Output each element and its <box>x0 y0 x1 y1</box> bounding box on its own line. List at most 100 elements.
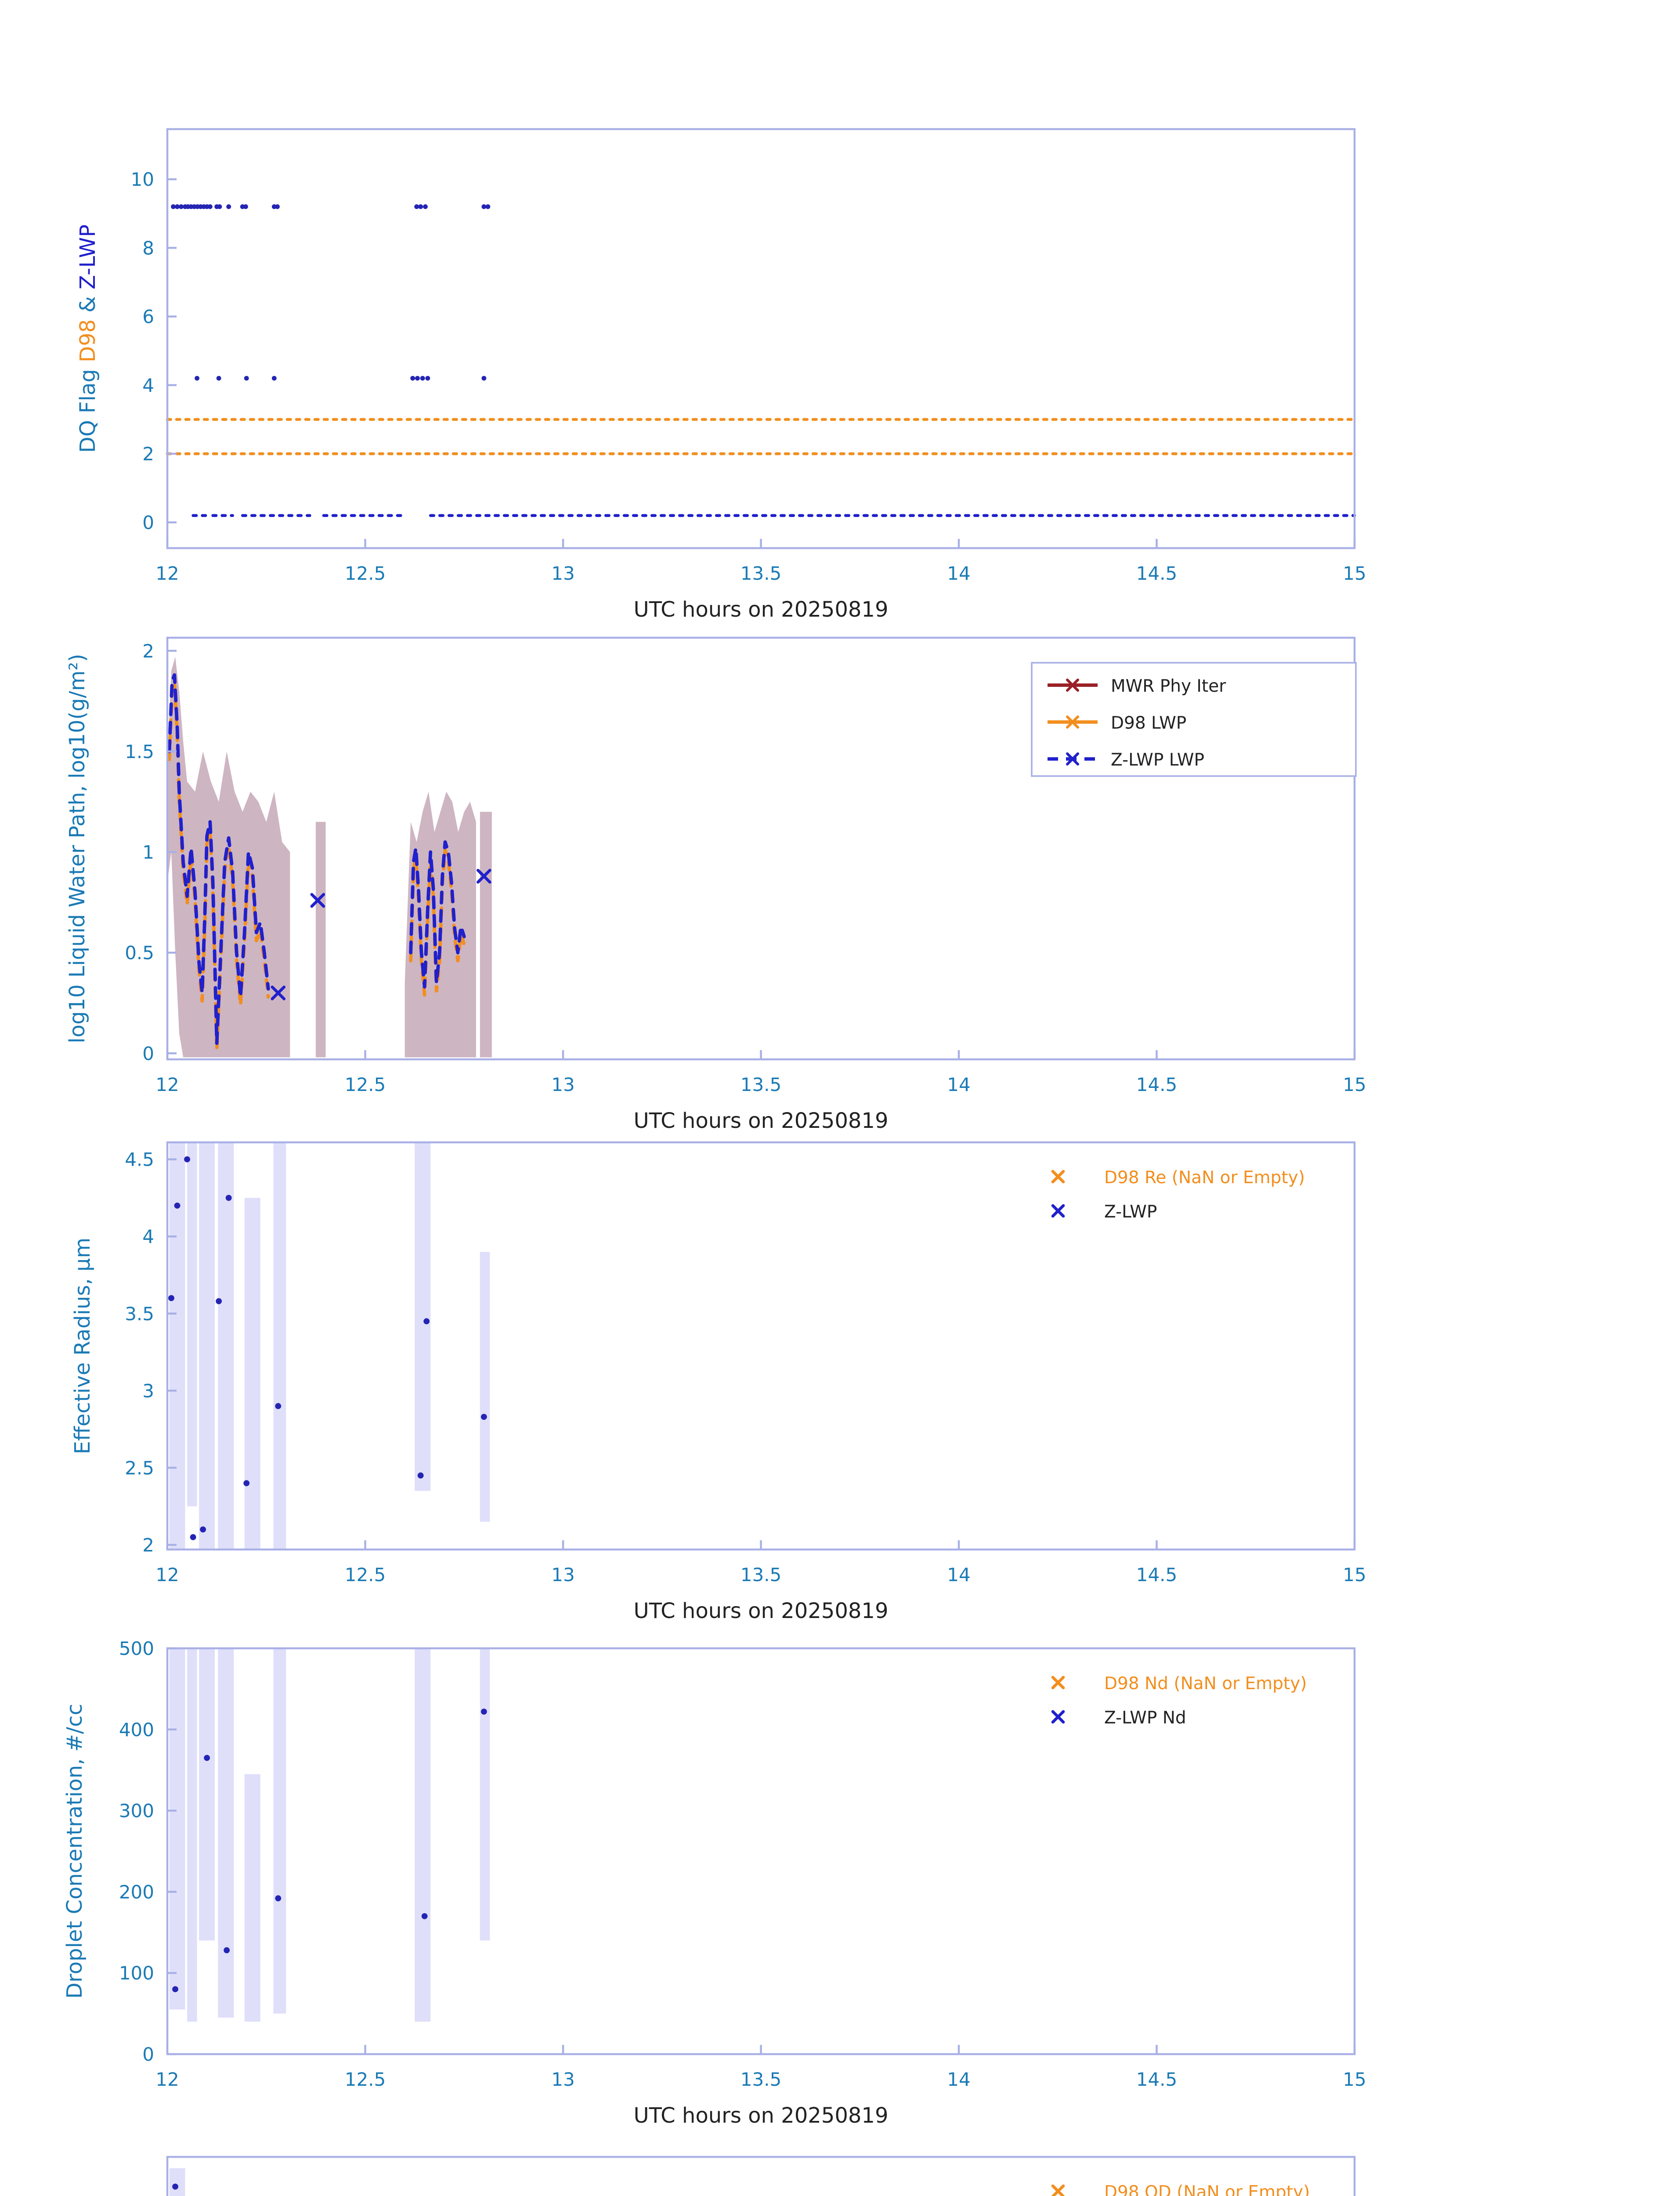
y-tick-label: 4 <box>142 375 154 396</box>
effective-radius-panel: 12 12.5 13 13.5 14 14.5 15 2 2.5 3 3.5 4 4.5 UTC hour… <box>70 1141 1366 1623</box>
x-tick-label: 14.5 <box>1136 1564 1178 1586</box>
flag-dot <box>175 204 180 209</box>
data-point <box>417 1472 424 1479</box>
legend-x-marker <box>1051 1710 1065 1724</box>
x-tick-label: 12.5 <box>345 1564 386 1586</box>
flag-dot <box>271 376 277 381</box>
legend-label: Z-LWP Nd <box>1104 1708 1186 1728</box>
x-axis-label: UTC hours on 20250819 <box>634 597 889 622</box>
legend-label: D98 Re (NaN or Empty) <box>1104 1168 1305 1188</box>
y-tick-label: 300 <box>119 1800 154 1822</box>
x-tick-label: 15 <box>1343 1074 1366 1095</box>
x-tick-label: 13.5 <box>741 1564 782 1586</box>
x-tick-label: 13.5 <box>741 563 782 584</box>
legend-x-marker <box>1051 1204 1065 1218</box>
x-tick-label: 13 <box>551 1074 574 1095</box>
x-axis-label: UTC hours on 20250819 <box>634 1109 889 1133</box>
series-line <box>167 673 270 1045</box>
uncertainty-band <box>480 812 492 1058</box>
series-x-marker <box>271 985 286 1000</box>
uncertainty-band <box>187 1142 197 1506</box>
x-tick-label: 14.5 <box>1136 1074 1178 1095</box>
legend-label: MWR Phy Iter <box>1111 676 1226 696</box>
y-tick-label: 2 <box>142 640 154 662</box>
y-tick-label: 4 <box>142 1226 154 1247</box>
data-point <box>172 1986 178 1993</box>
legend-x-marker <box>1051 1170 1065 1184</box>
x-tick-label: 12 <box>155 1564 179 1586</box>
x-tick-label: 12 <box>155 1074 179 1095</box>
x-tick-label: 15 <box>1343 2069 1366 2090</box>
legend-label: D98 OD (NaN or Empty) <box>1104 2182 1310 2196</box>
y-tick-label: 0 <box>142 2044 154 2065</box>
series-line <box>409 840 466 989</box>
flag-dot <box>425 376 430 381</box>
data-point <box>190 1534 196 1540</box>
legend-label: Z-LWP LWP <box>1111 750 1204 770</box>
legend-box <box>1031 662 1357 777</box>
y-tick-label: 8 <box>142 237 154 259</box>
flag-dot <box>275 204 280 209</box>
y-tick-label: 100 <box>119 1962 154 1984</box>
flag-dot <box>195 376 199 381</box>
legend-x-marker <box>1066 679 1079 692</box>
x-tick-label: 12.5 <box>345 2069 386 2090</box>
axes-box <box>166 2156 1356 2196</box>
legend-x-marker <box>1066 752 1079 766</box>
x-axis-label: UTC hours on 20250819 <box>634 2103 889 2128</box>
data-point <box>224 1947 230 1954</box>
x-tick-label: 14.5 <box>1136 2069 1178 2090</box>
uncertainty-band <box>273 1142 286 1549</box>
uncertainty-band <box>244 1774 260 2022</box>
data-point <box>481 1414 487 1420</box>
y-tick-label: 4.5 <box>125 1149 154 1170</box>
y-axis-label: Effective Radius, µm <box>70 1238 95 1454</box>
legend-label: D98 LWP <box>1111 713 1186 733</box>
data-point <box>275 1403 282 1409</box>
x-tick-label: 15 <box>1343 1564 1366 1586</box>
axes-box <box>166 128 1356 549</box>
x-tick-label: 13.5 <box>741 1074 782 1095</box>
x-tick-label: 12.5 <box>345 1074 386 1095</box>
lwp-panel: 12 12.5 13 13.5 14 14.5 15 0 0.5 1 1.5 2 UTC hours o… <box>65 636 1366 1133</box>
x-tick-label: 14 <box>947 2069 970 2090</box>
y-tick-label: 0 <box>142 512 154 533</box>
y-tick-label: 0.5 <box>125 942 154 964</box>
uncertainty-band <box>480 1252 490 1522</box>
x-tick-label: 12.5 <box>345 563 386 584</box>
flag-dot <box>481 376 487 381</box>
legend-x-marker <box>1051 1676 1065 1690</box>
flag-dot <box>415 376 420 381</box>
x-tick-label: 14 <box>947 1074 970 1095</box>
series-x-marker <box>477 869 491 884</box>
data-point <box>200 1526 206 1533</box>
x-tick-label: 14.5 <box>1136 563 1178 584</box>
flag-dot <box>207 204 213 209</box>
uncertainty-band <box>169 1648 185 2010</box>
data-point <box>275 1895 282 1902</box>
flag-dot <box>243 204 248 209</box>
y-axis-label: log10 Liquid Water Path, log10(g/m²) <box>65 654 90 1044</box>
data-point <box>243 1480 250 1486</box>
flag-dot <box>414 204 419 209</box>
y-tick-label: 10 <box>131 169 154 190</box>
data-point <box>172 2183 178 2190</box>
y-tick-label: 2.5 <box>125 1457 154 1479</box>
y-tick-label: 2 <box>142 443 154 465</box>
x-tick-label: 13 <box>551 2069 574 2090</box>
droplet-concentration-panel: 12 12.5 13 13.5 14 14.5 15 0 100 200 300 400 500 UTC … <box>62 1638 1366 2128</box>
x-tick-label: 14 <box>947 1564 970 1586</box>
legend-x-marker <box>1051 2184 1065 2196</box>
flag-dot <box>171 204 176 209</box>
dq-flag-panel: 12 12.5 13 13.5 14 14.5 15 0 2 4 6 8 10 UTC hours on … <box>76 128 1366 622</box>
x-tick-label: 12 <box>155 563 179 584</box>
y-tick-label: 500 <box>119 1638 154 1659</box>
flag-dot <box>179 204 184 209</box>
y-axis-label: Droplet Concentration, #/cc <box>62 1704 87 1999</box>
data-point <box>421 1913 428 1919</box>
flag-dot <box>410 376 415 381</box>
flag-dot <box>217 204 222 209</box>
legend-label: Z-LWP <box>1104 1202 1157 1222</box>
flag-dot <box>485 204 491 209</box>
